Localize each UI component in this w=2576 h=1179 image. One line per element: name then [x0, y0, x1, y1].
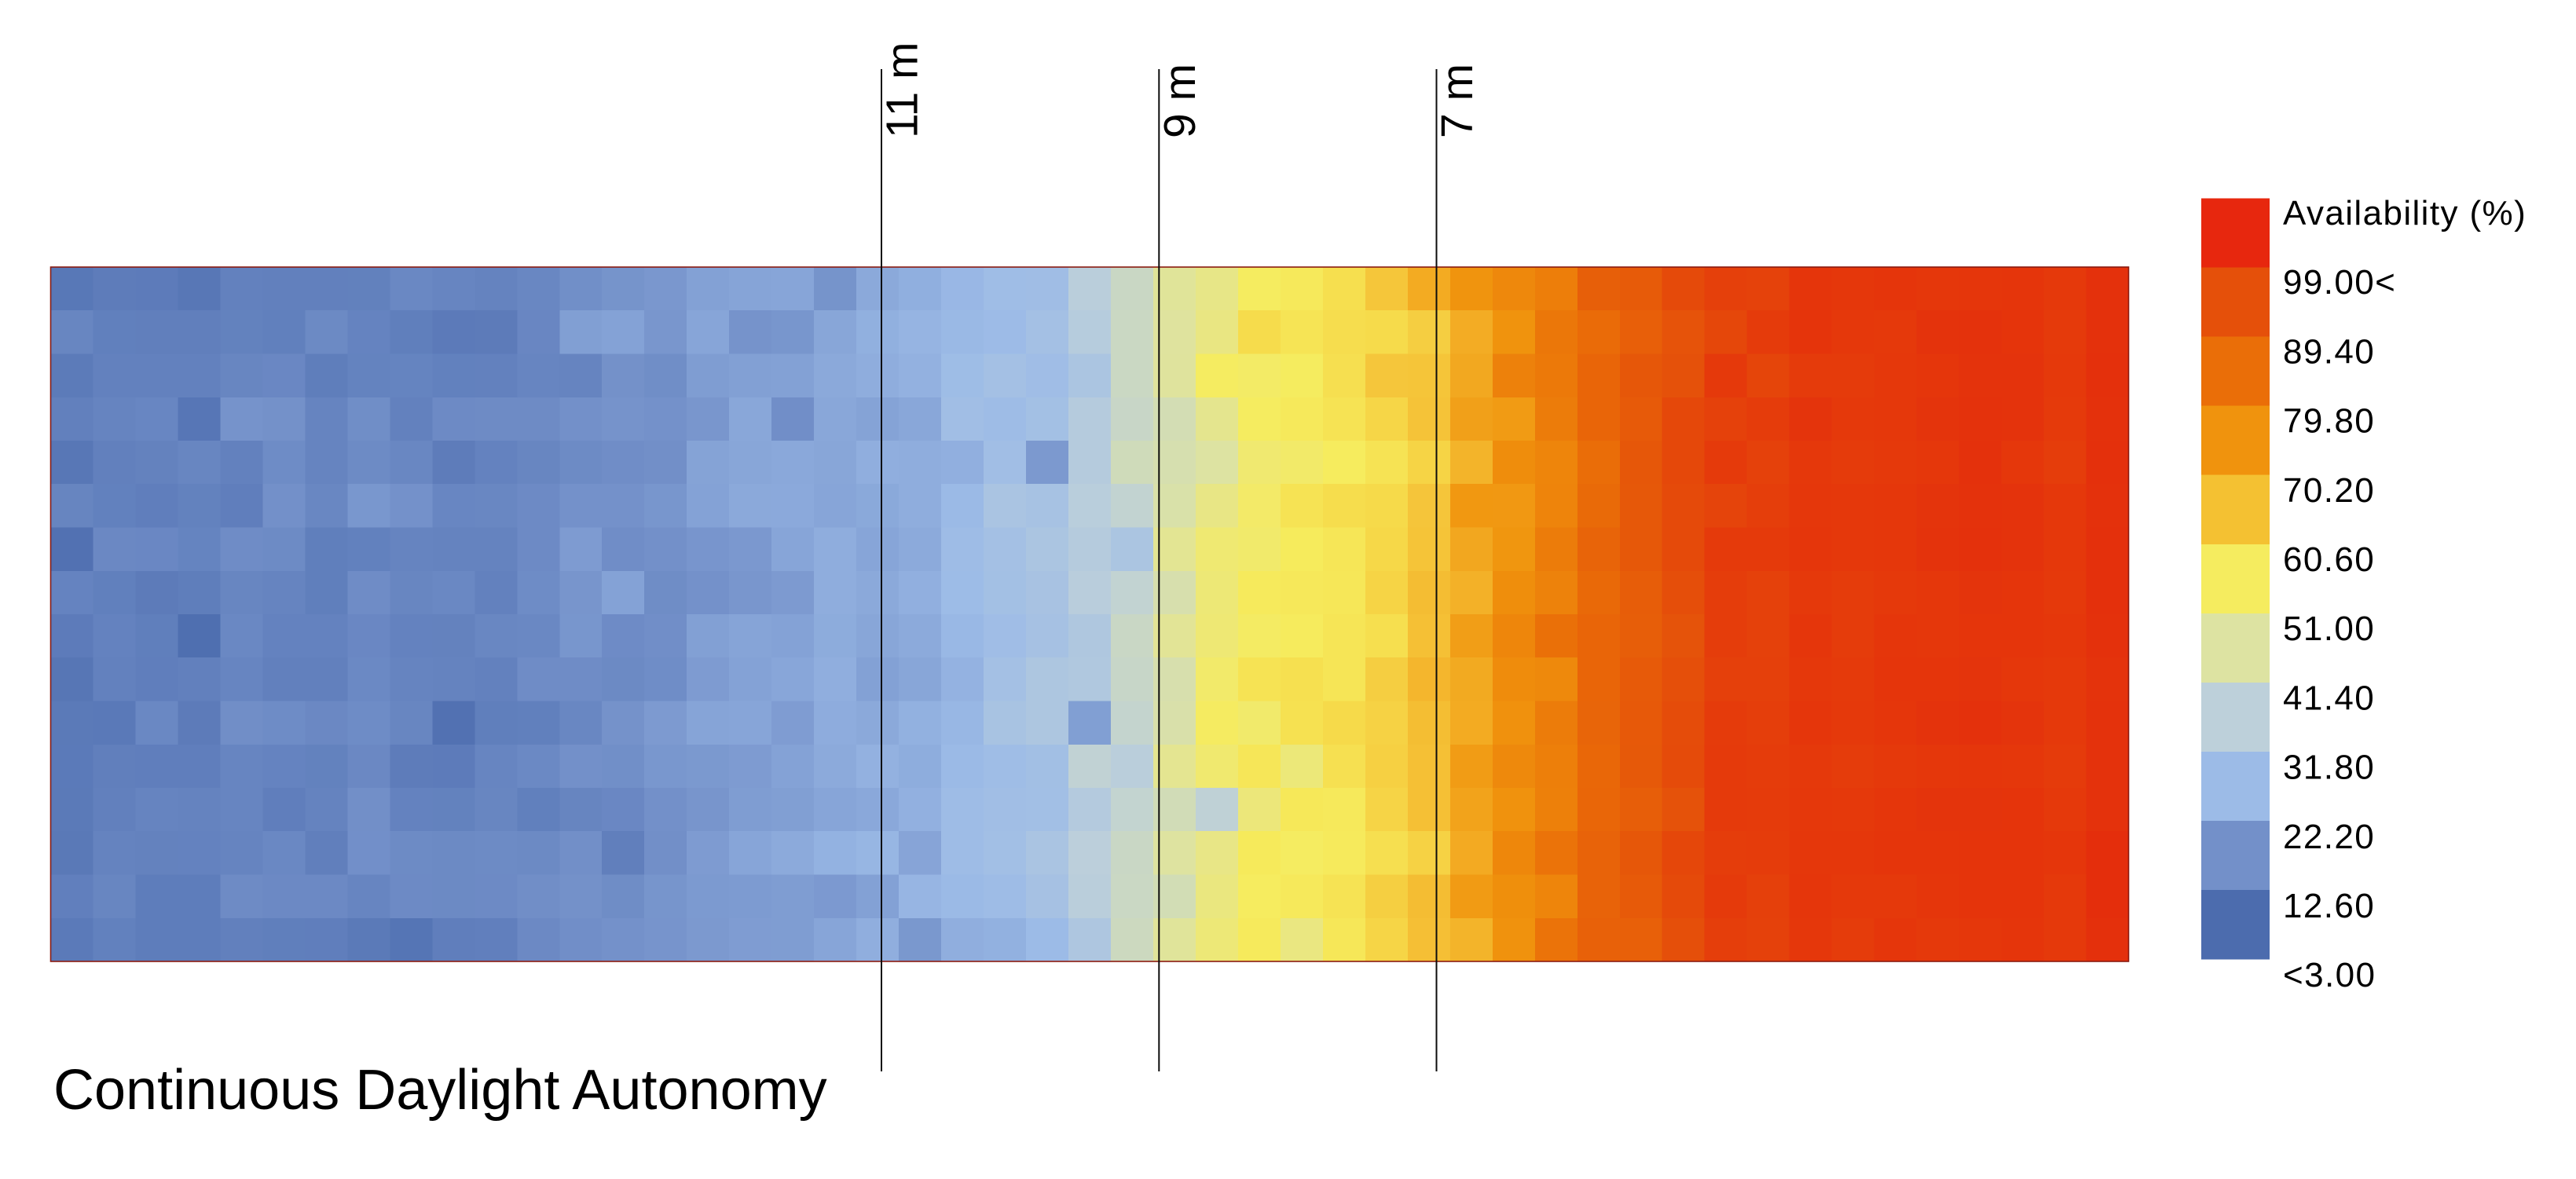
svg-text:12.60: 12.60: [2283, 887, 2375, 925]
svg-text:41.40: 41.40: [2283, 679, 2375, 717]
svg-text:Availability (%): Availability (%): [2283, 194, 2527, 233]
svg-text:31.80: 31.80: [2283, 749, 2375, 787]
svg-text:22.20: 22.20: [2283, 818, 2375, 856]
svg-text:11 m: 11 m: [878, 42, 928, 139]
svg-text:89.40: 89.40: [2283, 332, 2375, 371]
svg-text:<3.00: <3.00: [2283, 956, 2376, 994]
svg-text:Continuous Daylight Autonomy: Continuous Daylight Autonomy: [53, 1059, 827, 1122]
svg-text:51.00: 51.00: [2283, 610, 2375, 648]
svg-text:70.20: 70.20: [2283, 471, 2375, 510]
svg-text:9 m: 9 m: [1155, 64, 1205, 138]
svg-text:99.00<: 99.00<: [2283, 263, 2396, 302]
svg-text:60.60: 60.60: [2283, 540, 2375, 579]
svg-text:79.80: 79.80: [2283, 402, 2375, 441]
svg-text:7 m: 7 m: [1432, 64, 1482, 138]
